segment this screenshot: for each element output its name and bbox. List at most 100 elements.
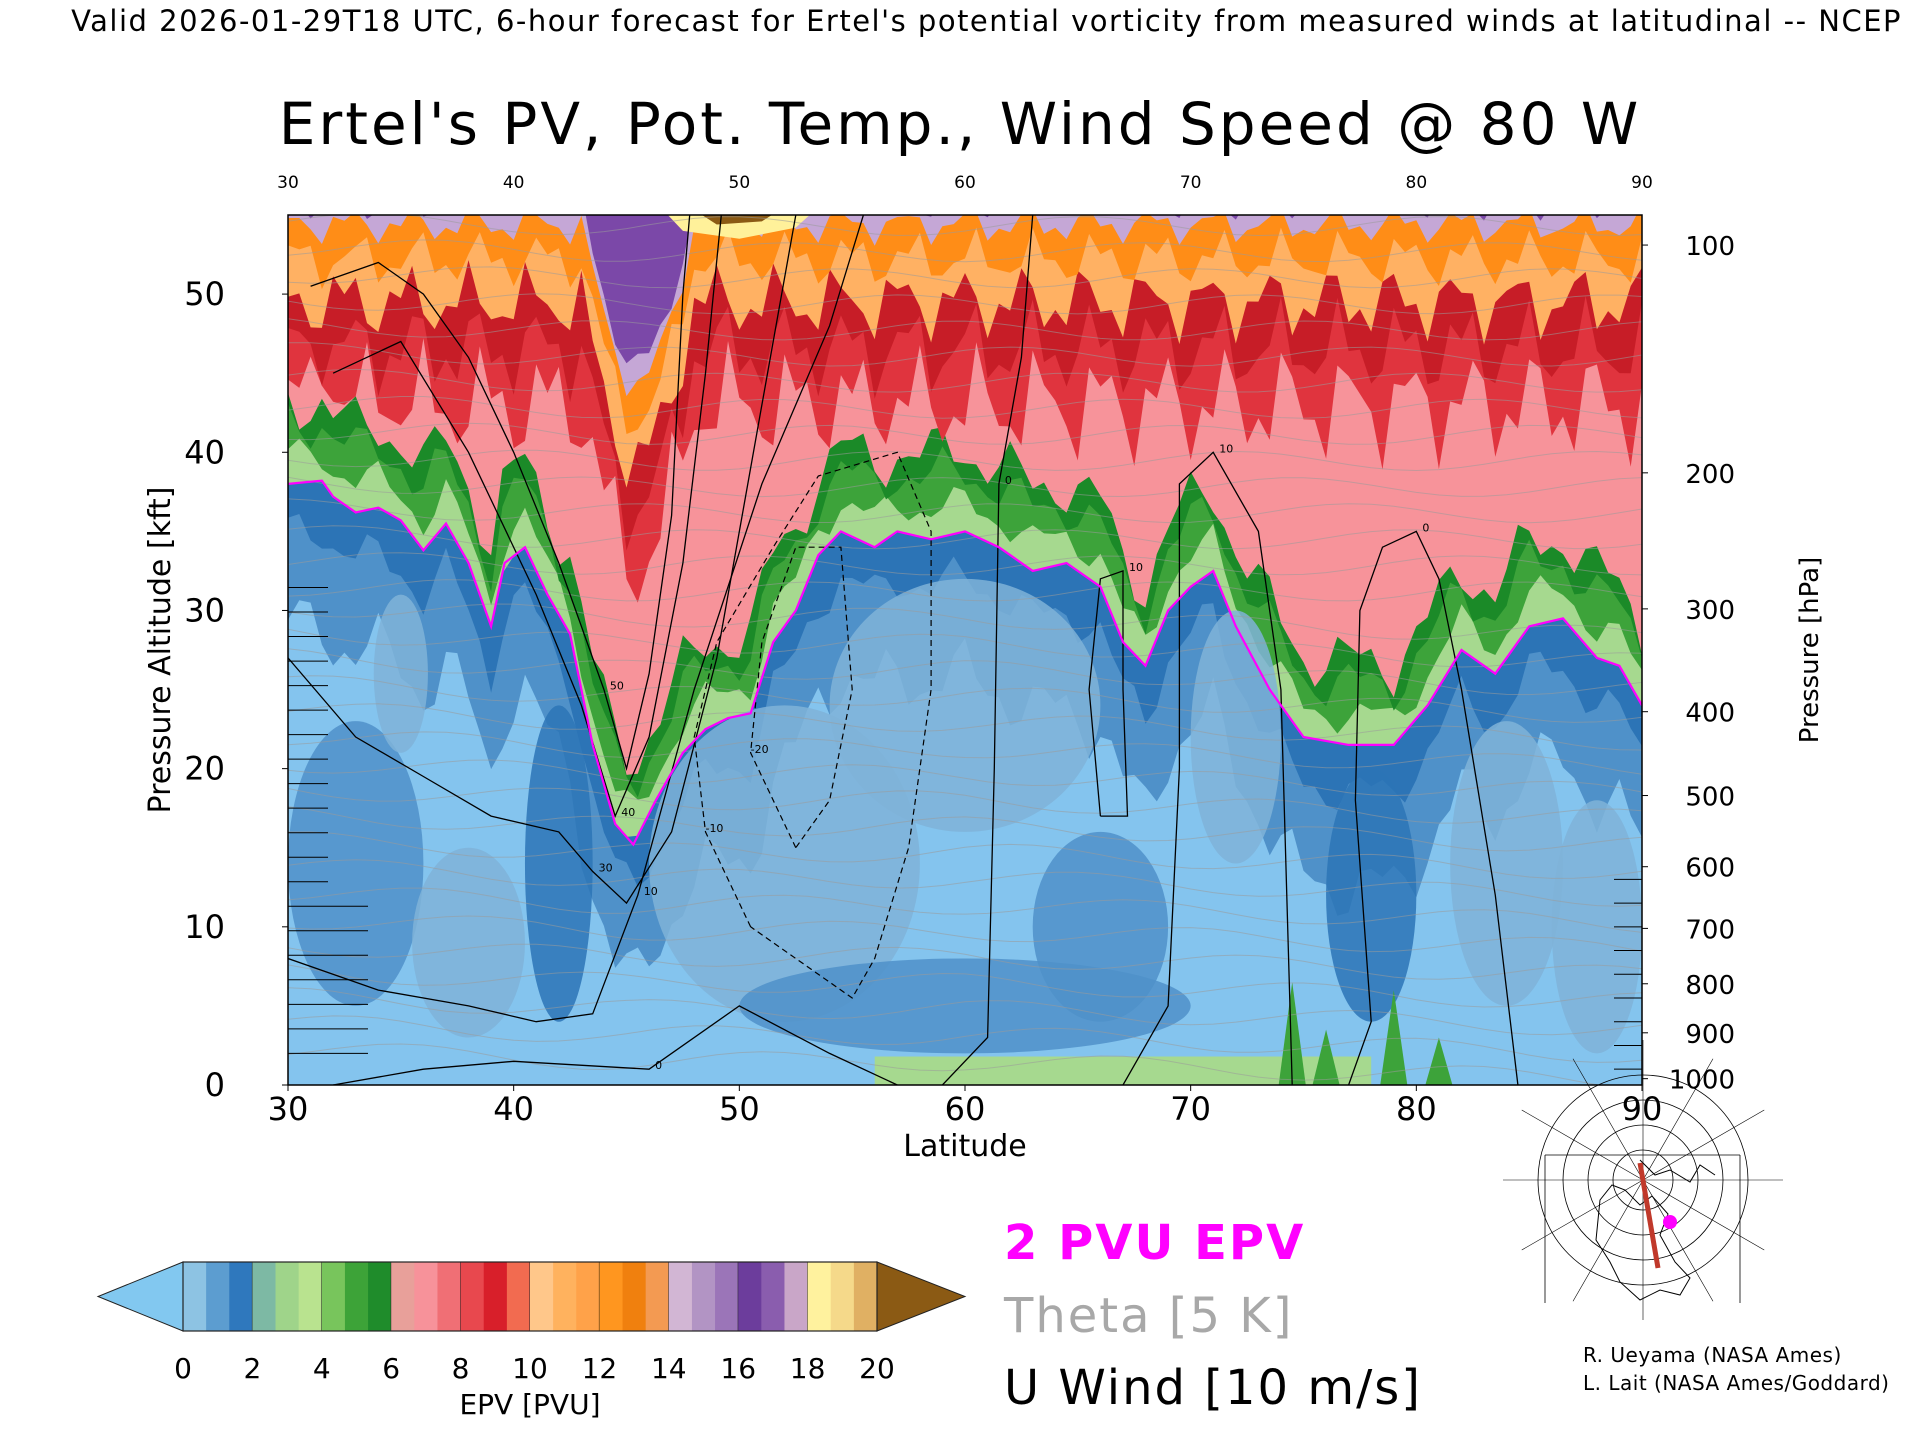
theta-isentrope	[288, 628, 1642, 668]
theta-isentrope	[288, 449, 1642, 472]
easterly-contour	[693, 451, 932, 999]
colorbar-swatch	[599, 1262, 624, 1331]
epv-blue-patch	[739, 958, 1191, 1054]
colorbar-swatch	[668, 1262, 693, 1331]
epv-blue-patch	[649, 705, 920, 1022]
colorbar-tick-label: 2	[243, 1352, 261, 1385]
y-tick-label: 20	[184, 750, 225, 788]
x-tick-label: 60	[945, 1090, 986, 1128]
u-wind-contours: 50 40 30 10 0 0 10 10 0 -10 -20	[288, 215, 1642, 1085]
theta-isentropes	[288, 215, 1642, 1085]
theta-legend-label: Theta [5 K]	[1004, 1288, 1294, 1344]
colorbar-label: EPV [PVU]	[459, 1388, 600, 1421]
u-wind-contour	[1122, 451, 1293, 1085]
theta-isentrope	[288, 239, 1642, 263]
colorbar-tick-label: 10	[512, 1352, 548, 1385]
pressure-tick-label: 300	[1685, 596, 1735, 626]
colorbar-swatch	[553, 1262, 577, 1331]
theta-isentrope	[288, 476, 1642, 498]
epv-surface-spike	[1425, 1037, 1453, 1085]
theta-isentrope	[288, 831, 1642, 879]
u-wind-contour-label: 30	[599, 861, 613, 874]
x-tick-label: 80	[1396, 1090, 1437, 1128]
x-axis-label: Latitude	[903, 1129, 1026, 1164]
pvu-legend-label: 2 PVU EPV	[1004, 1215, 1306, 1271]
inset-meridian	[1642, 1109, 1765, 1181]
colorbar-swatch	[576, 1262, 600, 1331]
colorbar-swatch	[414, 1262, 438, 1331]
theta-isentrope	[288, 498, 1642, 524]
theta-isentrope	[288, 1015, 1642, 1063]
x-tick-label: 50	[719, 1090, 760, 1128]
inset-location-marker	[1663, 1215, 1677, 1229]
u-wind-contour-label: 0	[1005, 474, 1012, 487]
colorbar-swatch	[206, 1262, 230, 1331]
theta-isentrope	[288, 787, 1642, 824]
colorbar-frame	[182, 1261, 878, 1332]
colorbar-swatch	[229, 1262, 253, 1331]
inset-track-line	[1637, 1162, 1661, 1269]
epv-blue-patch	[288, 721, 424, 1006]
y-tick-label: 0	[205, 1066, 225, 1104]
pressure-tick-label: 200	[1685, 460, 1735, 490]
theta-isentrope	[288, 266, 1642, 289]
theta-isentrope	[288, 342, 1642, 367]
pressure-tick-label: 900	[1685, 1020, 1735, 1050]
colorbar-swatch	[391, 1262, 415, 1331]
u-wind-contour-label: 10	[1129, 561, 1143, 574]
theta-isentrope	[288, 422, 1642, 445]
pressure-tick-label: 700	[1685, 915, 1735, 945]
epv-blue-patch	[1326, 768, 1417, 1022]
pressure-tick-label: 500	[1685, 783, 1735, 813]
top-x-tick-label: 50	[729, 173, 751, 193]
easterly-contour	[749, 546, 853, 849]
colorbar-swatch	[761, 1262, 785, 1331]
u-wind-contour	[332, 1005, 898, 1085]
epv-blue-patch	[1450, 721, 1564, 1006]
pressure-tick-label: 400	[1685, 699, 1735, 729]
inset-meridian	[1642, 1179, 1765, 1251]
theta-isentrope	[288, 648, 1642, 696]
u-wind-contour	[310, 215, 691, 772]
colorbar-swatch	[622, 1262, 647, 1331]
colorbar-swatch	[275, 1262, 300, 1331]
theta-isentrope	[288, 396, 1642, 419]
y-tick-label: 10	[184, 908, 225, 946]
colorbar-swatch	[321, 1262, 346, 1331]
inset-meridian	[1642, 1179, 1714, 1302]
easterly-contour-label: -20	[751, 743, 769, 756]
colorbar-swatch	[460, 1262, 485, 1331]
theta-isentrope	[288, 703, 1642, 751]
theta-isentrope	[288, 806, 1642, 852]
y-tick-label: 40	[184, 433, 225, 471]
pressure-tick-label: 1000	[1669, 1066, 1735, 1096]
epv-blue-patch	[412, 847, 525, 1038]
x-tick-label: 90	[1622, 1090, 1663, 1128]
theta-isentrope	[288, 368, 1642, 393]
theta-isentrope	[288, 759, 1642, 797]
y-axis-label: Pressure Altitude [kft]	[143, 487, 178, 814]
inset-map	[1503, 1040, 1783, 1320]
colorbar-under-arrow	[96, 1261, 184, 1332]
pressure-tick-label: 800	[1685, 971, 1735, 1001]
theta-isentrope	[288, 293, 1642, 315]
colorbar-swatch	[715, 1262, 739, 1331]
inset-meridian	[1572, 1058, 1644, 1181]
inset-arctic-coast	[1639, 1159, 1716, 1183]
u-wind-contour-label: 0	[1422, 521, 1429, 534]
epv-patch-yellow	[667, 215, 810, 239]
u-wind-contour-label: 0	[655, 1059, 662, 1072]
colorbar-swatch	[530, 1262, 554, 1331]
wind-legend-label: U Wind [10 m/s]	[1004, 1360, 1423, 1416]
theta-isentrope	[288, 318, 1642, 341]
theta-isentrope	[288, 887, 1642, 933]
u-wind-contour	[1347, 530, 1519, 1085]
colorbar-swatch	[784, 1262, 809, 1331]
colorbar-tick-label: 20	[859, 1352, 895, 1385]
colorbar-swatch	[183, 1262, 207, 1331]
credit-line-2: L. Lait (NASA Ames/Goddard)	[1583, 1371, 1890, 1395]
colorbar-swatch	[807, 1262, 832, 1331]
colorbar-swatch	[483, 1262, 508, 1331]
